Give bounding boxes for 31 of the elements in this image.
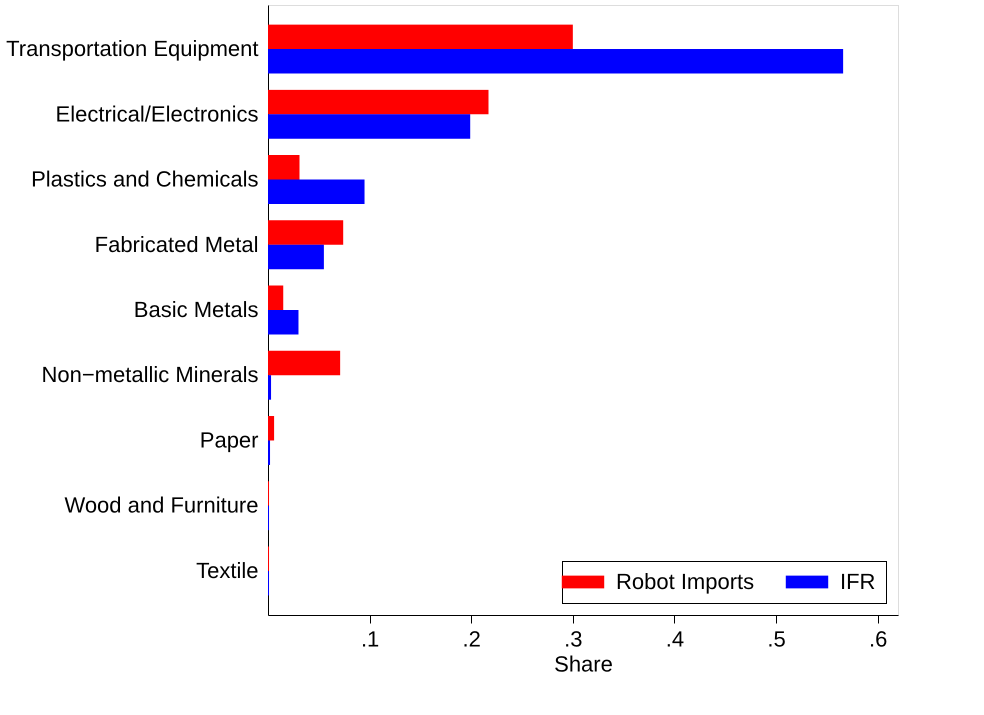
y-tick-label: Electrical/Electronics bbox=[56, 101, 258, 126]
x-tick-label: .4 bbox=[666, 626, 684, 652]
y-tick-label: Non−metallic Minerals bbox=[41, 362, 258, 388]
legend-label: IFR bbox=[840, 569, 876, 594]
y-tick-label: Wood and Furniture bbox=[64, 492, 258, 518]
bar bbox=[268, 155, 300, 180]
x-tick-label: .2 bbox=[462, 626, 481, 652]
x-tick-label: .5 bbox=[767, 626, 786, 652]
bar bbox=[268, 310, 298, 334]
y-tick-label: Plastics and Chemicals bbox=[31, 166, 258, 192]
y-tick-label: Textile bbox=[196, 558, 258, 583]
y-tick-label: Basic Metals bbox=[134, 297, 258, 322]
x-tick-label: .3 bbox=[564, 626, 583, 652]
x-tick-label: .1 bbox=[360, 626, 380, 652]
bar bbox=[268, 49, 844, 74]
bar bbox=[268, 244, 324, 270]
y-tick-label: Paper bbox=[200, 427, 258, 452]
bar bbox=[268, 416, 274, 440]
bar bbox=[268, 24, 573, 50]
bar bbox=[268, 350, 340, 376]
bar bbox=[268, 286, 284, 310]
bar bbox=[268, 90, 488, 114]
bar bbox=[268, 375, 272, 400]
y-tick-label: Fabricated Metal bbox=[94, 232, 258, 257]
x-tick-label: .6 bbox=[869, 626, 888, 652]
bar bbox=[268, 220, 344, 245]
x-axis-title: Share bbox=[554, 652, 613, 676]
bar bbox=[268, 180, 365, 204]
bar bbox=[268, 114, 470, 139]
legend-label: Robot Imports bbox=[616, 569, 754, 594]
y-tick-label: Transportation Equipment bbox=[6, 36, 258, 62]
